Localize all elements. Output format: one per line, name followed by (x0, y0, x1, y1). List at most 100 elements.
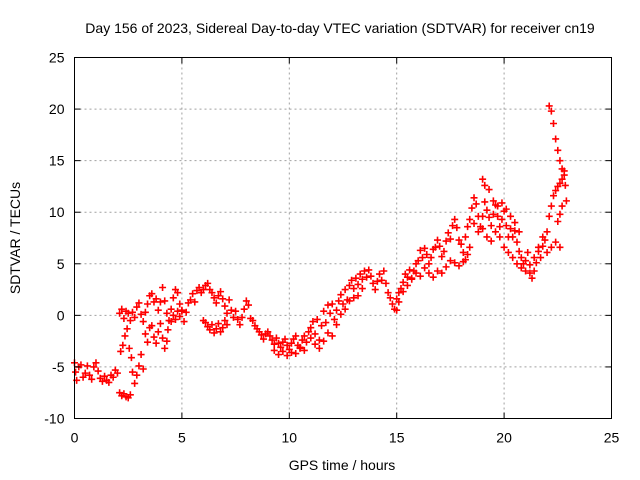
data-point (496, 223, 504, 231)
data-point (167, 318, 175, 326)
data-point (532, 259, 540, 267)
data-point (376, 270, 384, 278)
y-tick-label: 10 (49, 204, 65, 220)
data-point (494, 212, 502, 220)
data-point (556, 243, 564, 251)
data-point (470, 220, 478, 228)
data-point (176, 312, 184, 320)
data-point (449, 222, 457, 230)
data-point (487, 222, 495, 230)
data-point (528, 274, 536, 282)
data-point (360, 267, 368, 275)
data-point (434, 267, 442, 275)
data-point (547, 107, 555, 115)
data-point (90, 363, 98, 371)
data-point (298, 336, 306, 344)
data-point (214, 292, 222, 300)
data-point (281, 335, 289, 343)
data-point (275, 339, 283, 347)
data-point (120, 314, 128, 322)
data-point (324, 301, 332, 309)
data-point (502, 205, 510, 213)
data-point (300, 332, 308, 340)
data-point (92, 359, 100, 367)
data-point (500, 243, 508, 251)
data-point (354, 292, 362, 300)
data-point (444, 229, 452, 237)
data-point (315, 336, 323, 344)
data-point (406, 266, 414, 274)
plot-frame (74, 57, 612, 419)
y-tick-label: 15 (49, 153, 65, 169)
data-point (287, 348, 295, 356)
data-point (154, 306, 162, 314)
data-point (502, 222, 510, 230)
data-point (249, 317, 257, 325)
data-point (367, 272, 375, 280)
data-point (238, 313, 246, 321)
data-point (384, 289, 392, 297)
data-point (137, 351, 145, 359)
data-point (152, 295, 160, 303)
data-point (371, 286, 379, 294)
data-point (131, 313, 139, 321)
data-point (552, 238, 560, 246)
data-point (485, 186, 493, 194)
data-point (459, 258, 467, 266)
data-point (440, 247, 448, 255)
data-point (81, 369, 89, 377)
data-point (517, 254, 525, 262)
y-tick-label: 5 (57, 256, 65, 272)
data-point (191, 298, 199, 306)
data-point (345, 297, 353, 305)
data-point (537, 254, 545, 262)
data-point (403, 281, 411, 289)
data-point (116, 309, 124, 317)
y-tick-label: 20 (49, 101, 65, 117)
data-point (242, 297, 250, 305)
data-point (388, 300, 396, 308)
data-point (315, 344, 323, 352)
data-point (186, 296, 194, 304)
data-point (139, 318, 147, 326)
y-tick-label: 25 (49, 50, 65, 66)
data-point (494, 202, 502, 210)
data-point (442, 237, 450, 245)
y-axis-label: SDTVAR / TECUs (7, 182, 23, 294)
data-point (522, 257, 530, 265)
y-tick-label: -5 (52, 359, 65, 375)
data-point (479, 175, 487, 183)
data-point (260, 335, 268, 343)
data-point (483, 206, 491, 214)
data-point (386, 294, 394, 302)
data-point (199, 286, 207, 294)
data-point (264, 328, 272, 336)
data-point (164, 326, 172, 334)
data-point (270, 346, 278, 354)
data-point (412, 269, 420, 277)
data-point (455, 236, 463, 244)
data-point (350, 294, 358, 302)
data-point (141, 330, 149, 338)
data-point (481, 198, 489, 206)
data-point (212, 299, 220, 307)
data-point (229, 313, 237, 321)
data-point (446, 257, 454, 265)
data-point (133, 371, 141, 379)
data-point (472, 200, 480, 208)
data-point (328, 300, 336, 308)
data-point (416, 246, 424, 254)
data-point (131, 379, 139, 387)
data-point (517, 264, 525, 272)
data-point (313, 315, 321, 323)
data-point (489, 197, 497, 205)
data-point (135, 362, 143, 370)
data-point (154, 328, 162, 336)
data-point (434, 236, 442, 244)
data-point (474, 228, 482, 236)
data-point (72, 368, 80, 376)
data-point (380, 267, 388, 275)
data-point (524, 248, 532, 256)
data-point (88, 375, 96, 383)
data-point (515, 247, 523, 255)
